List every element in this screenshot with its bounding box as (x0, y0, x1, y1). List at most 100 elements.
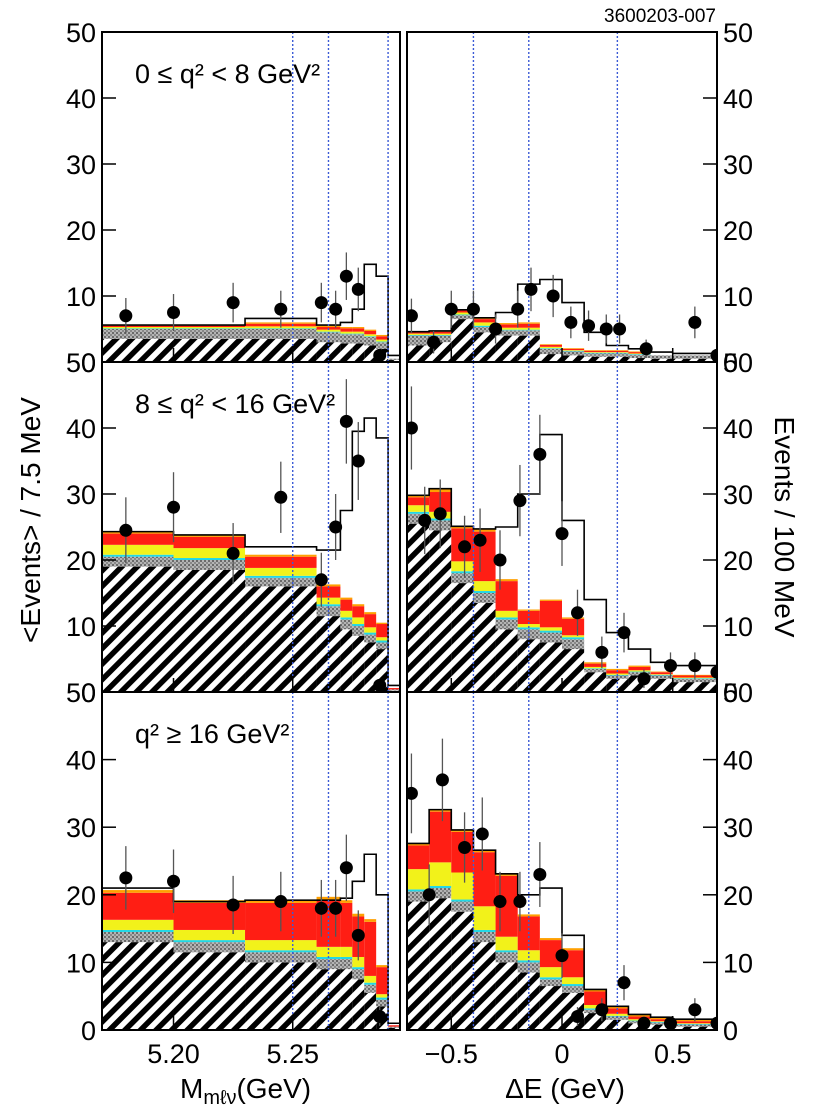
stack-cyan-bar (340, 333, 353, 335)
stack-cyan-bar (102, 328, 174, 329)
stack-comb-bar (495, 629, 518, 692)
stack-gray-bar (352, 626, 365, 636)
stack-cyan-bar (495, 617, 518, 620)
stack-cyan-bar (584, 352, 607, 354)
data-point (444, 302, 458, 316)
stack-red-bar (429, 331, 452, 334)
stack-red-bar (451, 310, 474, 313)
data-point (407, 786, 418, 800)
y-tick-label: 0 (81, 678, 96, 708)
stack-red-bar (495, 581, 518, 611)
stack-orange-bar (102, 531, 174, 534)
data-point (595, 1003, 609, 1017)
data-point (475, 827, 489, 841)
stack-yellow-bar (102, 327, 174, 329)
right-x-axis-title: ΔE (GeV) (505, 1073, 625, 1104)
stack-red-bar (173, 536, 246, 549)
y-tick-label: 30 (66, 150, 96, 180)
stack-cyan-bar (376, 997, 389, 1000)
stack-gray-bar (672, 678, 717, 683)
stack-gray-bar (352, 969, 365, 980)
data-point (119, 309, 133, 323)
stack-yellow-bar (628, 670, 651, 672)
stack-comb-bar (473, 942, 496, 1030)
left-x-axis-sub: mℓν (203, 1087, 236, 1109)
y-tick-label: 0 (81, 1016, 96, 1046)
stack-orange-bar (364, 919, 377, 922)
stack-red-bar (407, 332, 430, 334)
stack-gray-bar (517, 962, 540, 973)
stack-red-bar (584, 350, 607, 353)
stack-orange-bar (650, 1017, 673, 1020)
stack-gray-bar (364, 634, 377, 643)
data-point (617, 976, 631, 990)
data-point (639, 342, 653, 356)
stack-red-bar (606, 350, 629, 353)
y-tick-label: 0 (81, 348, 96, 378)
y-tick-label: 50 (723, 18, 753, 48)
stack-yellow-bar (316, 329, 341, 332)
data-point (637, 672, 651, 686)
figure-id: 3600203-007 (604, 6, 716, 27)
stack-red-bar (340, 599, 353, 611)
stack-yellow-bar (539, 967, 562, 978)
y-tick-label: 0 (723, 678, 738, 708)
y-tick-label: 40 (66, 414, 96, 444)
stack-gray-bar (352, 334, 365, 344)
data-point (613, 322, 627, 336)
y-tick-label: 30 (723, 150, 753, 180)
stack-orange-bar (376, 334, 389, 337)
stack-yellow-bar (376, 994, 389, 998)
data-point (546, 289, 560, 303)
stack-red-bar (650, 1019, 673, 1022)
stack-comb-bar (606, 356, 629, 362)
y-tick-label: 10 (723, 612, 753, 642)
stack-red-bar (539, 344, 562, 347)
x-tick-label: 0 (554, 1039, 569, 1069)
y-tick-label: 40 (723, 414, 753, 444)
stack-gray-bar (473, 931, 496, 943)
stack-cyan-bar (650, 674, 673, 676)
stack-comb-bar (340, 969, 353, 1030)
stack-red-bar (628, 352, 651, 354)
stack-red-bar (495, 875, 518, 937)
stack-orange-bar (316, 584, 341, 587)
stack-cyan-bar (650, 1021, 673, 1023)
data-point (407, 421, 418, 435)
stack-comb-bar (388, 1027, 400, 1030)
stack-comb-bar (473, 332, 496, 362)
stack-gray-bar (539, 348, 562, 355)
data-point (314, 296, 328, 310)
stack-comb-bar (407, 901, 430, 1030)
stack-cyan-bar (584, 1008, 607, 1010)
stack-comb-bar (245, 586, 317, 692)
stack-red-bar (473, 319, 496, 323)
stack-gray-bar (584, 1009, 607, 1014)
data-point (226, 898, 240, 912)
stack-comb-bar (584, 1013, 607, 1030)
stack-orange-bar (628, 351, 651, 353)
panel-de-high-q2 (407, 692, 717, 1030)
stack-comb-bar (606, 678, 629, 692)
stack-orange-bar (376, 965, 389, 968)
stack-yellow-bar (562, 977, 585, 985)
panel-mbc-high-q2 (102, 692, 400, 1030)
stack-comb-bar (451, 319, 474, 362)
y-tick-label: 40 (723, 746, 753, 776)
stack-yellow-bar (340, 610, 353, 618)
stack-red-bar (539, 940, 562, 968)
stack-gray-bar (407, 335, 430, 346)
panel-label-mbc-low-q2: 0 ≤ q² < 8 GeV² (135, 59, 320, 89)
stack-comb-bar (340, 343, 353, 362)
stack-orange-bar (584, 662, 607, 664)
data-point (407, 309, 418, 323)
stack-orange-bar (245, 554, 317, 557)
stack-gray-bar (650, 675, 673, 679)
stack-orange-bar (606, 350, 629, 351)
stack-cyan-bar (316, 331, 341, 333)
data-point (314, 573, 328, 587)
y-tick-label: 0 (723, 348, 738, 378)
stack-yellow-bar (340, 331, 353, 334)
data-point (466, 302, 480, 316)
